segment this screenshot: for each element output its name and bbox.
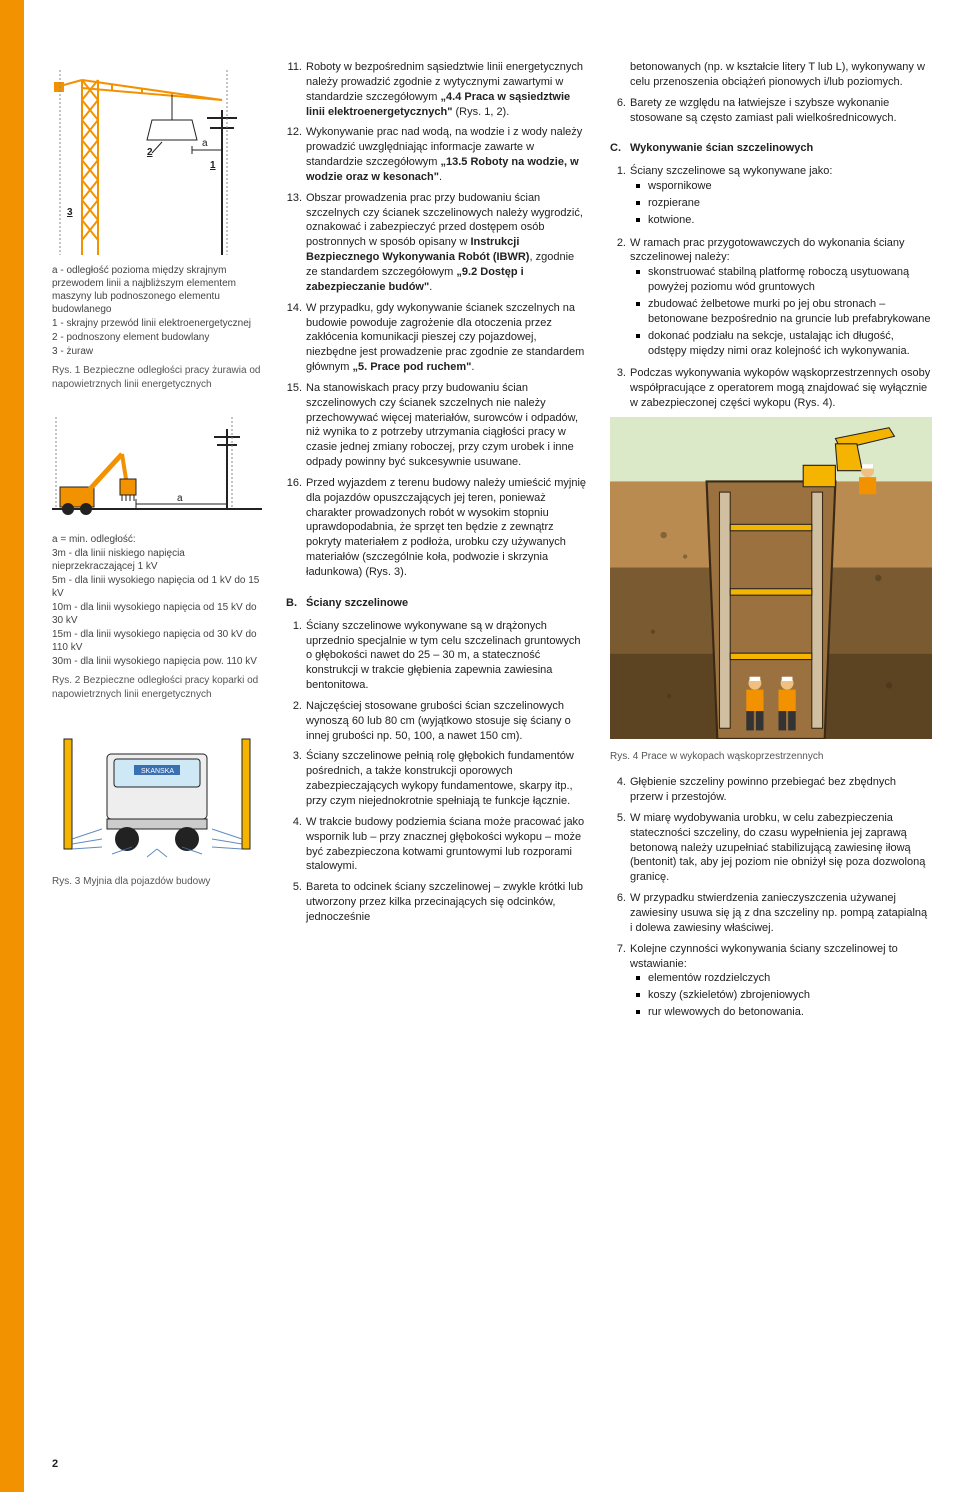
c-item-6: 6.W przypadku stwierdzenia zanieczyszcze… (610, 891, 932, 936)
svg-text:a: a (177, 493, 183, 504)
fig2-d3: 3m - dla linii niskiego napięcia nieprze… (52, 547, 262, 573)
fig1-legend-1: 1 - skrajny przewód linii elektroenerget… (52, 317, 262, 330)
page-content: a 1 2 3 a - odległość pozioma między skr… (24, 0, 960, 1064)
c-item-4: 4.Głębienie szczeliny powinno przebiegać… (610, 775, 932, 805)
fig4-caption: Rys. 4 Prace w wykopach wąskoprzestrzenn… (610, 750, 932, 764)
fig3-caption: Rys. 3 Myjnia dla pojazdów budowy (52, 875, 262, 889)
fig1-svg: a 1 2 3 (52, 60, 262, 260)
svg-text:a: a (202, 138, 208, 149)
item-16: 16. Przed wyjazdem z terenu budowy należ… (286, 476, 586, 580)
section-b-heading: B. Ściany szczelinowe (286, 596, 586, 611)
left-orange-margin (0, 0, 24, 1492)
fig2-legend: a = min. odległość: 3m - dla linii niski… (52, 533, 262, 668)
svg-text:3: 3 (67, 207, 73, 218)
c7-bullets: elementów rozdzielczych koszy (szkieletó… (630, 971, 932, 1020)
page-number: 2 (52, 1457, 58, 1472)
list-b6: 6.Barety ze względu na łatwiejsze i szyb… (610, 96, 932, 132)
b-item-6: 6.Barety ze względu na łatwiejsze i szyb… (610, 96, 932, 126)
figure-3: SKANSKA (52, 719, 262, 889)
item-13: 13. Obszar prowadzenia prac przy budowan… (286, 191, 586, 295)
fig1-legend-3: 3 - żuraw (52, 345, 262, 358)
b-item-3: 3.Ściany szczelinowe pełnią rolę głęboki… (286, 749, 586, 808)
left-column: a 1 2 3 a - odległość pozioma między skr… (52, 60, 262, 1028)
list-11-16: 11. Roboty w bezpośrednim sąsiedztwie li… (286, 60, 586, 586)
middle-column: 11. Roboty w bezpośrednim sąsiedztwie li… (286, 60, 586, 1028)
svg-text:1: 1 (210, 160, 216, 171)
b-item-1: 1.Ściany szczelinowe wykonywane są w drą… (286, 619, 586, 693)
list-c-bot: 4.Głębienie szczeliny powinno przebiegać… (610, 775, 932, 1028)
b-item-5: 5.Bareta to odcinek ściany szczelinowej … (286, 880, 586, 925)
fig1-caption: Rys. 1 Bezpieczne odległości pracy żuraw… (52, 364, 262, 391)
c-item-1: 1. Ściany szczelinowe są wykonywane jako… (610, 164, 932, 229)
list-b: 1.Ściany szczelinowe wykonywane są w drą… (286, 619, 586, 931)
fig1-legend: a - odległość pozioma między skrajnym pr… (52, 264, 262, 358)
fig2-d15: 15m - dla linii wysokiego napięcia od 30… (52, 628, 262, 654)
list-c-top: 1. Ściany szczelinowe są wykonywane jako… (610, 164, 932, 417)
c-item-2: 2. W ramach prac przygotowawczych do wyk… (610, 236, 932, 361)
fig2-d30: 30m - dla linii wysokiego napięcia pow. … (52, 655, 262, 668)
fig2-caption: Rys. 2 Bezpieczne odległości pracy kopar… (52, 674, 262, 701)
item-12: 12. Wykonywanie prac nad wodą, na wodzie… (286, 125, 586, 184)
fig3-svg: SKANSKA (52, 719, 262, 869)
svg-text:SKANSKA: SKANSKA (141, 768, 174, 775)
fig2-d10: 10m - dla linii wysokiego napięcia od 15… (52, 601, 262, 627)
fig2-d5: 5m - dla linii wysokiego napięcia od 1 k… (52, 574, 262, 600)
b5-continuation: betonowanych (np. w kształcie litery T l… (610, 60, 932, 90)
item-15: 15. Na stanowiskach pracy przy budowaniu… (286, 381, 586, 470)
c2-bullets: skonstruować stabilną platformę roboczą … (630, 265, 932, 358)
c-item-3: 3. Podczas wykonywania wykopów wąskoprze… (610, 366, 932, 411)
c1-bullets: wspornikowe rozpierane kotwione. (630, 179, 932, 228)
c-item-5: 5.W miarę wydobywania urobku, w celu zab… (610, 811, 932, 885)
fig2-svg: a (52, 409, 262, 529)
c-item-7: 7. Kolejne czynności wykonywania ściany … (610, 942, 932, 1022)
figure-2: a a = min. odległość: 3m - dla linii nis… (52, 409, 262, 701)
fig1-legend-a: a - odległość pozioma między skrajnym pr… (52, 264, 262, 316)
item-14: 14. W przypadku, gdy wykonywanie ścianek… (286, 301, 586, 375)
right-column: betonowanych (np. w kształcie litery T l… (610, 60, 932, 1028)
figure-4: Rys. 4 Prace w wykopach wąskoprzestrzenn… (610, 417, 932, 775)
section-c-heading: C. Wykonywanie ścian szczelinowych (610, 141, 932, 156)
b-item-2: 2. Najczęściej stosowane grubości ścian … (286, 699, 586, 744)
fig1-legend-2: 2 - podnoszony element budowlany (52, 331, 262, 344)
item-11: 11. Roboty w bezpośrednim sąsiedztwie li… (286, 60, 586, 119)
fig2-legend-a: a = min. odległość: (52, 533, 262, 546)
b-item-4: 4.W trakcie budowy podziemia ściana może… (286, 815, 586, 874)
figure-1: a 1 2 3 a - odległość pozioma między skr… (52, 60, 262, 391)
fig4-svg (610, 417, 932, 739)
